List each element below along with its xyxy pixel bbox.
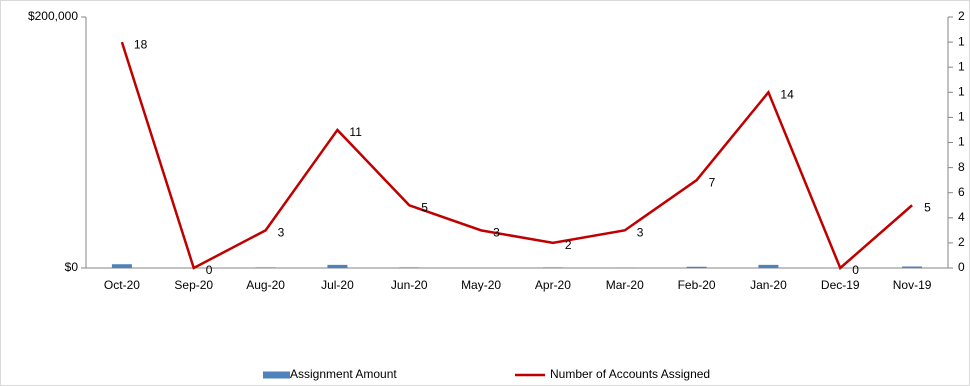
x-tick-label: Jun-20 [391, 278, 428, 292]
data-label: 5 [924, 200, 931, 214]
y-tick-label: $0 [65, 260, 79, 274]
y-tick-label: $200,000 [28, 9, 78, 23]
data-label: 0 [206, 263, 213, 277]
y2-tick-label: 6 [958, 185, 965, 199]
x-tick-label: Oct-20 [104, 278, 140, 292]
y2-tick-label: 8 [958, 160, 965, 174]
x-tick-label: Feb-20 [678, 278, 716, 292]
bar [758, 264, 779, 268]
data-label: 2 [565, 238, 572, 252]
bar [399, 267, 420, 268]
bar [542, 267, 563, 268]
y2-tick-label: 4 [958, 210, 965, 224]
legend-label: Number of Accounts Assigned [550, 367, 710, 381]
y2-tick-label: 0 [958, 260, 965, 274]
legend-swatch [263, 371, 290, 379]
x-tick-label: Jan-20 [750, 278, 787, 292]
bar [902, 266, 923, 268]
data-label: 5 [421, 200, 428, 214]
bar [255, 267, 276, 268]
legend-label: Assignment Amount [290, 367, 397, 381]
x-tick-label: Nov-19 [893, 278, 932, 292]
bar [686, 266, 707, 268]
data-label: 3 [493, 226, 500, 240]
line [120, 41, 913, 271]
x-tick-label: Mar-20 [606, 278, 644, 292]
data-label: 7 [709, 175, 716, 189]
x-tick-label: May-20 [461, 278, 501, 292]
data-label: 18 [134, 37, 148, 51]
data-label: 14 [780, 87, 794, 101]
data-label: 0 [852, 263, 859, 277]
y2-tick-label: 1 [958, 34, 965, 48]
y2-tick-label: 1 [958, 59, 965, 73]
x-tick-label: Dec-19 [821, 278, 860, 292]
y2-tick-label: 1 [958, 135, 965, 149]
x-tick-label: Sep-20 [174, 278, 213, 292]
y2-tick-label: 2 [958, 235, 965, 249]
bar [327, 264, 348, 268]
y2-tick-label: 2 [958, 9, 965, 23]
x-tick-label: Aug-20 [246, 278, 285, 292]
data-label: 3 [278, 226, 285, 240]
y2-tick-label: 1 [958, 84, 965, 98]
y2-tick-label: 1 [958, 110, 965, 124]
x-tick-label: Apr-20 [535, 278, 571, 292]
data-label: 3 [637, 226, 644, 240]
bar [111, 264, 132, 268]
data-label: 11 [349, 125, 362, 139]
x-tick-label: Jul-20 [321, 278, 354, 292]
